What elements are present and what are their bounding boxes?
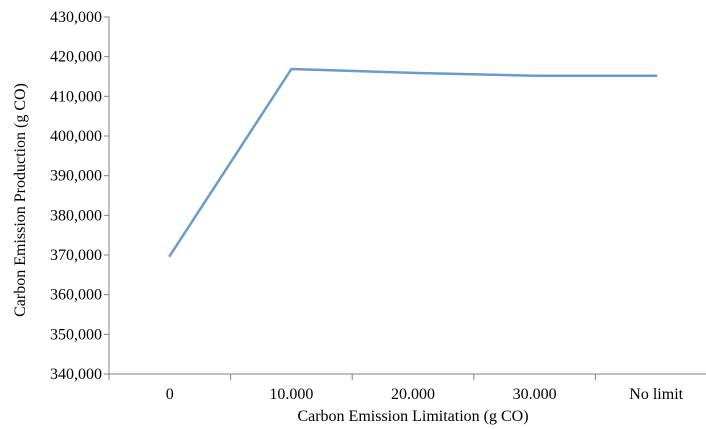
x-tick-label: 0	[166, 386, 174, 403]
x-axis-ticks: 0 10.000 20.000 30.000 No limit	[108, 374, 684, 403]
y-tick-label: 400,000	[50, 128, 102, 145]
y-tick-label: 410,000	[50, 88, 102, 105]
series-layer	[168, 67, 658, 258]
y-tick-label: 390,000	[50, 168, 102, 185]
y-tick-label: 380,000	[50, 207, 102, 224]
y-tick-label: 370,000	[50, 247, 102, 264]
x-tick-label: 20.000	[391, 386, 435, 403]
x-tick-label: 10.000	[269, 386, 313, 403]
x-tick-label: No limit	[629, 386, 683, 403]
y-axis-title: Carbon Emission Production (g CO)	[12, 83, 29, 317]
y-tick-label: 350,000	[50, 326, 102, 343]
series-line	[168, 67, 658, 258]
x-tick-label: 30.000	[513, 386, 557, 403]
y-tick-label: 420,000	[50, 49, 102, 66]
y-tick-label: 430,000	[50, 9, 102, 26]
y-axis-ticks: 340,000 350,000 360,000 370,000 380,000 390,0…	[50, 9, 109, 383]
y-tick-label: 360,000	[50, 287, 102, 304]
y-tick-label: 340,000	[50, 366, 102, 383]
x-axis-title: Carbon Emission Limitation (g CO)	[297, 408, 528, 425]
